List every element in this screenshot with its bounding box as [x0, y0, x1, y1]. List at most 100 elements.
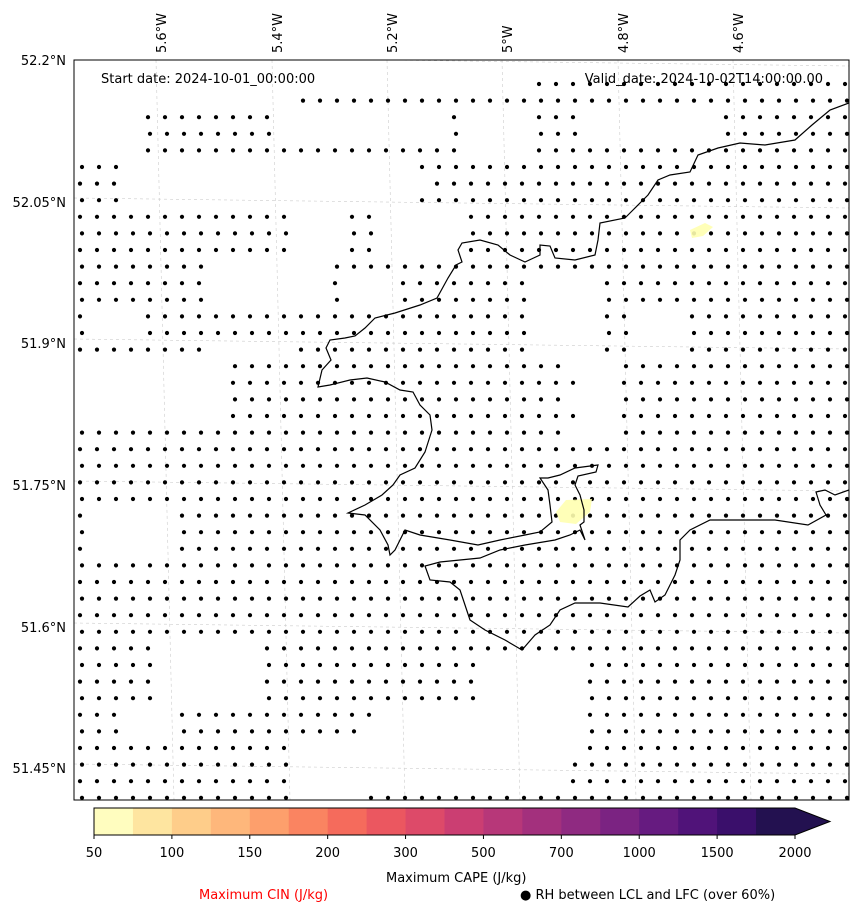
rh-dot [521, 330, 527, 336]
rh-dot [708, 762, 714, 767]
rh-dot [623, 397, 629, 402]
rh-dot [281, 579, 287, 585]
rh-dot [502, 447, 508, 452]
rh-dot [674, 530, 680, 535]
rh-dot [504, 264, 510, 269]
rh-dot [266, 496, 272, 502]
rh-dot [436, 662, 442, 668]
rh-dot [774, 546, 780, 551]
rh-dot [385, 463, 391, 468]
rh-dot [572, 231, 578, 236]
rh-dot [453, 198, 459, 203]
rh-dot [453, 530, 459, 535]
rh-dot [419, 297, 425, 302]
rh-dot [587, 214, 593, 219]
rh-dot [436, 463, 442, 468]
rh-dot [164, 430, 170, 435]
rh-dot [723, 281, 729, 286]
rh-dot [368, 629, 374, 634]
rh-dot [266, 795, 272, 800]
rh-dot [79, 596, 85, 601]
rh-dot [623, 430, 629, 435]
start-date-annotation: Start date: 2024-10-01_00:00:00 [101, 72, 315, 87]
rh-dot [283, 563, 289, 568]
rh-dot [436, 629, 442, 634]
rh-dot [672, 281, 678, 286]
rh-dot [247, 314, 253, 319]
rh-dot [283, 729, 289, 734]
rh-dot [842, 679, 848, 684]
rh-dot [436, 563, 442, 568]
rh-dot [77, 214, 83, 219]
rh-dot [451, 546, 457, 551]
rh-dot [181, 596, 187, 601]
rh-dot [640, 729, 646, 734]
rh-dot [606, 729, 612, 734]
rh-dot [215, 231, 221, 236]
rh-dot [402, 264, 408, 269]
rh-dot [198, 530, 204, 535]
rh-dot [179, 712, 185, 717]
rh-dot [844, 198, 849, 203]
rh-dot [130, 496, 136, 502]
colorbar-tick-label: 1500 [701, 846, 734, 861]
rh-dot [232, 596, 238, 601]
rh-dot [164, 596, 170, 601]
rh-dot [827, 430, 833, 435]
rh-dot [842, 646, 848, 651]
rh-dot [538, 231, 544, 236]
rh-dot [77, 480, 83, 485]
rh-dot [502, 214, 508, 219]
rh-dot [266, 131, 272, 136]
rh-dot [351, 463, 357, 468]
rh-dot [249, 795, 255, 800]
rh-dot [604, 513, 610, 518]
rh-dot [589, 795, 595, 800]
rh-dot [502, 413, 508, 419]
rh-dot [808, 579, 814, 585]
rh-dot [691, 98, 697, 103]
rh-dot [264, 480, 270, 485]
rh-dot [723, 613, 729, 618]
rh-dot [740, 115, 746, 120]
rh-dot [332, 646, 338, 651]
rh-dot [300, 563, 306, 568]
rh-dot [674, 629, 680, 634]
rh-dot [94, 613, 100, 618]
rh-dot [215, 596, 221, 601]
rh-dot [402, 563, 408, 568]
rh-dot [485, 281, 491, 286]
rh-dot [674, 795, 680, 800]
rh-dot [436, 795, 442, 800]
rh-dot [417, 347, 423, 352]
rh-dot [147, 463, 153, 468]
rh-dot [706, 646, 712, 651]
rh-dot [368, 496, 374, 502]
rh-dot [332, 513, 338, 518]
colorbar-segment [756, 808, 796, 835]
rh-dot [247, 779, 253, 784]
rh-dot [417, 513, 423, 518]
rh-dot [349, 347, 355, 352]
rh-dot [572, 198, 578, 203]
rh-dot [470, 98, 476, 103]
rh-dot [419, 430, 425, 435]
rh-dot [759, 496, 765, 502]
rh-dot [230, 447, 236, 452]
rh-dot [332, 679, 338, 684]
valid-date-annotation: Valid_date: 2024-10-02T14:00:00.00 [585, 72, 823, 87]
rh-dot [757, 347, 763, 352]
rh-dot [640, 397, 646, 402]
rh-dot [706, 413, 712, 419]
rh-dot [198, 264, 204, 269]
rh-dot [604, 314, 610, 319]
rh-dot [315, 712, 321, 717]
rh-dot [589, 729, 595, 734]
rh-dot [570, 181, 576, 186]
rh-dot [742, 795, 748, 800]
rh-dot [419, 364, 425, 369]
rh-dot [128, 745, 134, 751]
rh-dot [553, 546, 559, 551]
rh-dot [623, 297, 629, 302]
cape-patch-north [690, 223, 713, 238]
